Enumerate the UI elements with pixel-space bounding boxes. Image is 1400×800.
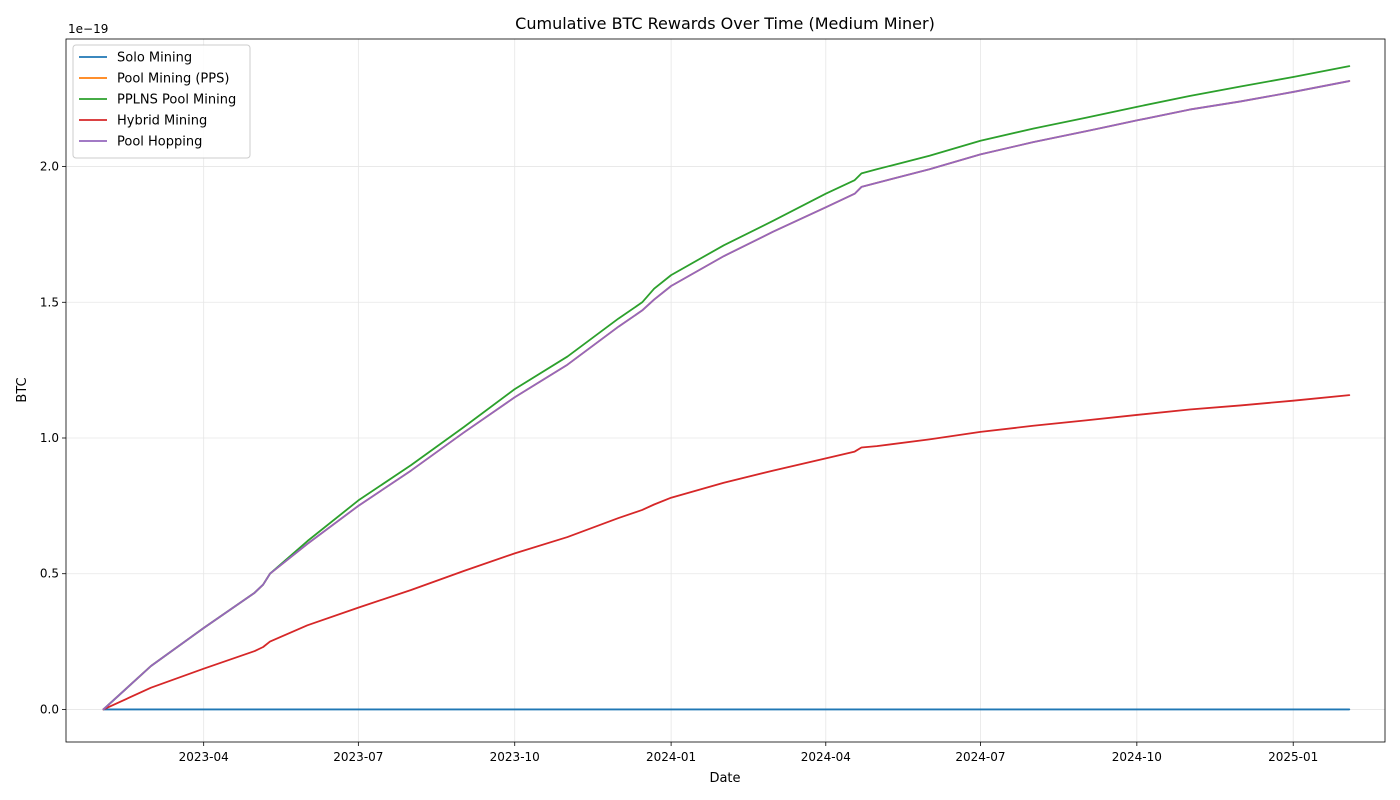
series-lines <box>102 65 1351 711</box>
series-line-pplns-pool-mining <box>102 65 1351 711</box>
legend-entry: Hybrid Mining <box>117 114 207 129</box>
y-tick-label: 0.5 <box>40 567 59 581</box>
series-line-pool-mining-pps <box>102 80 1351 711</box>
x-tick-label: 2023-04 <box>179 750 229 764</box>
y-tick-label: 2.0 <box>40 160 59 174</box>
plot-frame <box>65 38 1386 743</box>
legend-entry: Pool Hopping <box>117 135 202 150</box>
legend-entry: Pool Mining (PPS) <box>117 72 229 87</box>
series-line-hybrid-mining <box>102 394 1351 711</box>
series-line-pool-hopping <box>102 80 1351 711</box>
x-axis-ticks: 2023-04 2023-07 2023-10 2024-01 2024-04 2024-… <box>179 742 1318 764</box>
grid <box>66 39 1385 742</box>
y-axis-ticks: 0.0 0.5 1.0 1.5 2.0 <box>40 160 66 716</box>
x-tick-label: 2023-10 <box>490 750 540 764</box>
x-axis-label: Date <box>709 771 740 786</box>
legend-entry: PPLNS Pool Mining <box>117 93 236 108</box>
y-axis-label: BTC <box>15 377 30 402</box>
x-tick-label: 2024-04 <box>801 750 851 764</box>
legend: Solo Mining Pool Mining (PPS) PPLNS Pool M… <box>72 44 251 159</box>
x-tick-label: 2023-07 <box>333 750 383 764</box>
legend-box <box>72 44 251 159</box>
x-tick-label: 2024-07 <box>955 750 1005 764</box>
y-offset-text: 1e−19 <box>68 22 108 36</box>
x-tick-label: 2024-01 <box>646 750 696 764</box>
y-tick-label: 1.0 <box>40 431 59 445</box>
chart-title: Cumulative BTC Rewards Over Time (Medium… <box>515 14 935 33</box>
x-tick-label: 2024-10 <box>1112 750 1162 764</box>
y-tick-label: 1.5 <box>40 295 59 309</box>
y-tick-label: 0.0 <box>40 702 59 716</box>
x-tick-label: 2025-01 <box>1268 750 1318 764</box>
legend-entry: Solo Mining <box>117 51 192 66</box>
